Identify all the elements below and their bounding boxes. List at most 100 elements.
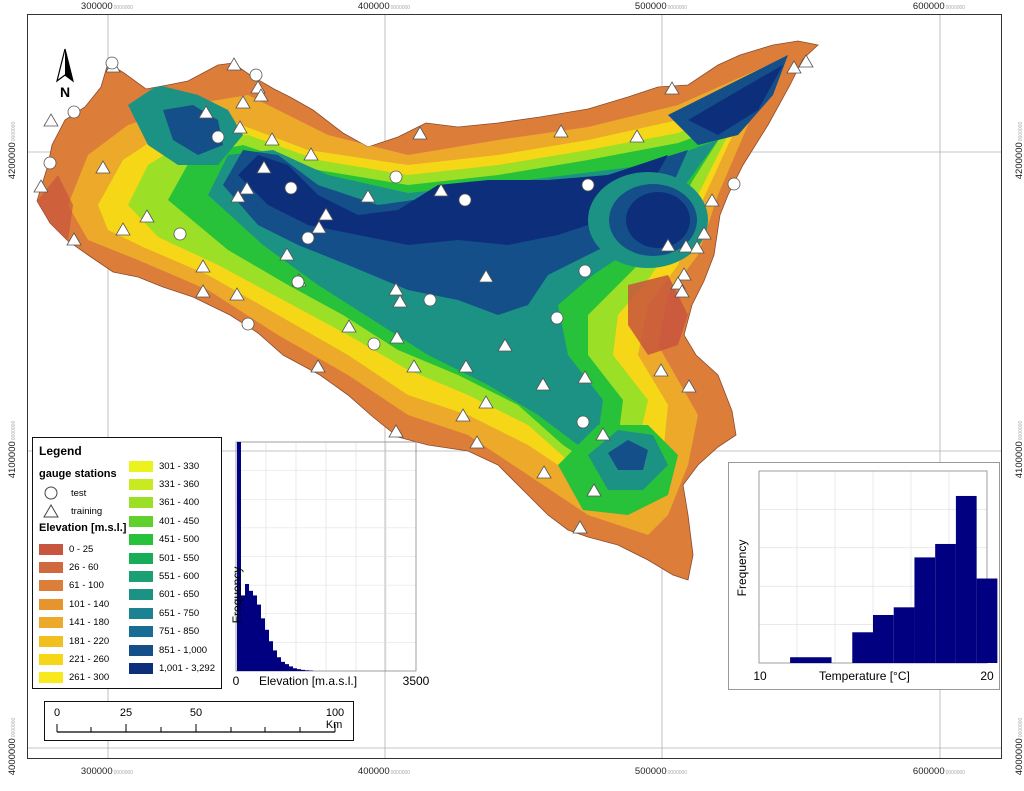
training-station-56	[676, 267, 692, 281]
legend-class-label-7: 261 - 300	[69, 672, 110, 684]
test-station-11	[367, 337, 381, 351]
elevation-histogram-plot	[235, 441, 417, 672]
north-arrow-icon: N	[56, 48, 74, 100]
training-station-28	[239, 181, 255, 195]
legend-class-label-12: 451 - 500	[159, 534, 200, 546]
training-station-53	[681, 379, 697, 393]
scale-label-25: 25	[119, 707, 133, 719]
test-station-16	[727, 177, 741, 191]
legend-class-0: 0 - 25	[39, 542, 93, 556]
training-station-51	[577, 370, 593, 384]
training-station-52	[653, 363, 669, 377]
temperature-histogram-plot	[758, 470, 998, 664]
legend-class-11: 401 - 450	[129, 514, 199, 528]
scale-label-0: 0	[53, 707, 61, 719]
legend-class-19: 1,001 - 3,292	[129, 661, 215, 675]
sicily-island	[36, 40, 819, 581]
training-station-15	[786, 60, 802, 74]
training-station-21	[115, 222, 131, 236]
legend-swatch-2	[39, 580, 63, 592]
training-station-46	[536, 465, 552, 479]
x-coord-top-1: 4000000000000	[357, 1, 411, 12]
legend-swatch-13	[129, 552, 153, 564]
temperature-hist-xmin: 10	[753, 669, 767, 683]
training-station-58	[689, 240, 705, 254]
training-station-10	[318, 207, 334, 221]
elev-bar-5	[257, 604, 261, 671]
legend-swatch-16	[129, 607, 153, 619]
x-coord-bottom-3: 6000000000000	[912, 766, 966, 777]
legend-swatch-18	[129, 644, 153, 656]
training-station-23	[195, 284, 211, 298]
legend-test: test	[43, 486, 86, 500]
elev-bar-16	[301, 669, 305, 671]
legend-class-17: 751 - 850	[129, 625, 199, 639]
sicily-elevation-map: N	[28, 15, 1001, 758]
training-station-39	[406, 359, 422, 373]
training-station-7	[264, 132, 280, 146]
legend-class-15: 601 - 650	[129, 588, 199, 602]
legend-class-label-5: 181 - 220	[69, 635, 110, 647]
elevation-hist-ylabel: Frequency	[230, 566, 244, 624]
test-station-6	[301, 231, 315, 245]
test-station-4	[249, 68, 263, 82]
y-coord-left-1: 41000000000000	[7, 420, 19, 479]
temp-bar-5	[935, 543, 956, 663]
x-coord-bottom-1: 4000000000000	[357, 766, 411, 777]
training-station-18	[43, 113, 59, 127]
legend-class-label-6: 221 - 260	[69, 653, 110, 665]
x-coord-top-2: 5000000000000	[634, 1, 688, 12]
elevation-histogram: Frequency 0 Elevation [m.a.s.l.] 3500	[223, 438, 429, 688]
training-station-4	[198, 105, 214, 119]
training-station-31	[433, 183, 449, 197]
elev-bar-17	[305, 670, 309, 671]
legend-class-14: 551 - 600	[129, 569, 199, 583]
test-station-9	[458, 193, 472, 207]
training-station-45	[469, 435, 485, 449]
elev-bar-9	[273, 650, 277, 671]
temperature-hist-ylabel: Frequency	[735, 539, 749, 597]
legend-training-label: training	[71, 505, 103, 517]
training-station-6	[232, 120, 248, 134]
legend-swatch-12	[129, 534, 153, 546]
legend-class-10: 361 - 400	[129, 496, 199, 510]
training-station-12	[553, 124, 569, 138]
test-station-5	[284, 181, 298, 195]
scale-bar: 0 25 50 100 Km	[44, 701, 354, 741]
training-station-8	[303, 147, 319, 161]
legend-class-label-11: 401 - 450	[159, 515, 200, 527]
legend-class-1: 26 - 60	[39, 560, 99, 574]
training-station-16	[798, 54, 814, 68]
legend-class-2: 61 - 100	[39, 579, 104, 593]
training-station-44	[455, 408, 471, 422]
legend-class-label-15: 601 - 650	[159, 589, 200, 601]
test-station-3	[211, 130, 225, 144]
training-station-41	[497, 338, 513, 352]
legend-class-label-13: 501 - 550	[159, 552, 200, 564]
legend-class-9: 331 - 360	[129, 477, 199, 491]
temperature-hist-xmax: 20	[980, 669, 994, 683]
gauge-stations	[33, 54, 814, 534]
legend-class-label-1: 26 - 60	[69, 561, 99, 573]
training-station-13	[629, 129, 645, 143]
elev-bar-2	[245, 583, 249, 671]
y-coord-right-2: 40000000000000	[1014, 717, 1024, 776]
training-station-11	[412, 126, 428, 140]
test-station-10	[423, 293, 437, 307]
legend-class-label-10: 361 - 400	[159, 497, 200, 509]
circle-icon	[44, 486, 58, 500]
training-station-32	[478, 269, 494, 283]
x-coord-top-3: 6000000000000	[912, 1, 966, 12]
training-station-27	[311, 220, 327, 234]
training-station-42	[478, 395, 494, 409]
x-coord-bottom-2: 5000000000000	[634, 766, 688, 777]
training-station-17	[33, 179, 49, 193]
elev-bar-4	[253, 595, 257, 671]
legend-swatch-9	[129, 478, 153, 490]
elevation-hist-xlabel: Elevation [m.a.s.l.]	[259, 674, 358, 688]
training-station-47	[586, 483, 602, 497]
training-station-1	[226, 57, 242, 71]
test-station-15	[576, 415, 590, 429]
legend-class-5: 181 - 220	[39, 634, 109, 648]
training-station-3	[253, 88, 269, 102]
